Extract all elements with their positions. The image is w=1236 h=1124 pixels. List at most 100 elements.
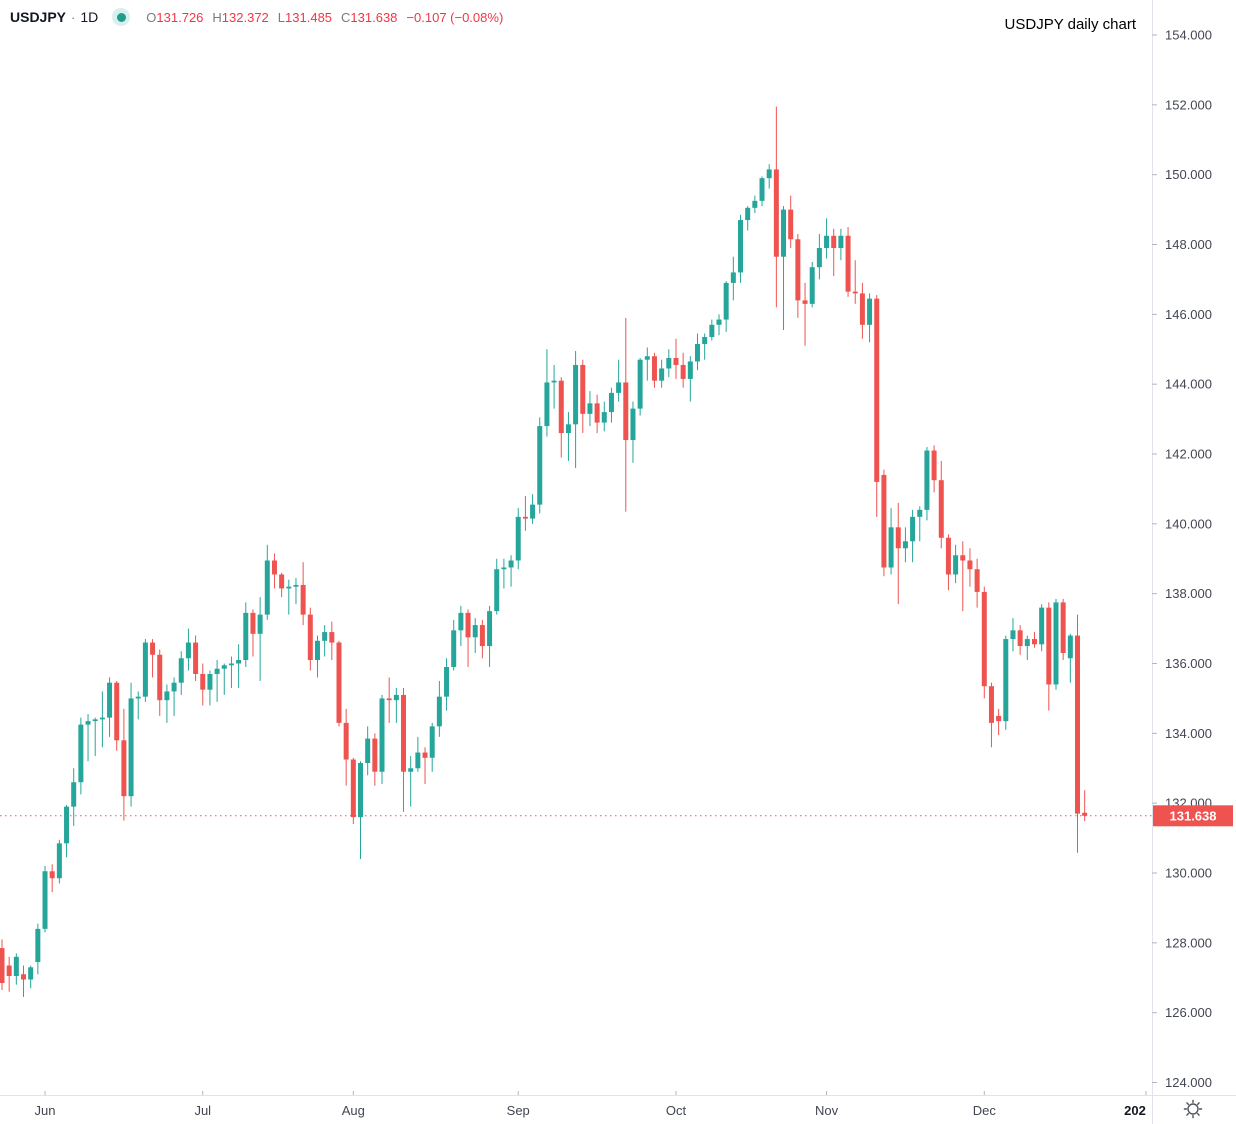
candle <box>501 558 507 589</box>
candle <box>1053 598 1059 690</box>
month-label: Sep <box>507 1103 530 1118</box>
candle <box>680 352 686 388</box>
candle <box>537 417 543 514</box>
candle <box>723 281 729 332</box>
candle <box>293 577 299 605</box>
candle <box>64 804 70 858</box>
price-axis-label: 142.000 <box>1165 447 1212 462</box>
time-axis[interactable]: Jun Jul Aug Sep Oct Nov Dec 202 <box>35 1091 1147 1118</box>
candle-body <box>673 357 679 365</box>
candle-body <box>157 654 163 701</box>
candle <box>938 460 944 549</box>
candle <box>802 282 808 346</box>
candle <box>343 708 349 786</box>
candle <box>508 555 514 587</box>
candle <box>279 572 285 598</box>
candle-body <box>479 625 485 647</box>
candle-body <box>1053 602 1059 685</box>
candle-body <box>200 673 206 690</box>
candle-body <box>537 426 543 505</box>
candlestick-series[interactable] <box>0 106 1088 997</box>
candle <box>745 206 751 231</box>
candle <box>487 605 493 667</box>
price-axis-label: 136.000 <box>1165 656 1212 671</box>
candle-body <box>185 642 191 659</box>
candle-body <box>329 632 335 643</box>
candle-body <box>13 956 19 977</box>
candle <box>845 227 851 297</box>
candle-body <box>551 380 557 383</box>
candle <box>709 319 715 341</box>
candle-body <box>910 516 916 542</box>
candle <box>530 494 536 524</box>
candle-body <box>92 719 98 722</box>
price-axis-label: 152.000 <box>1165 97 1212 112</box>
candle-body <box>221 665 227 669</box>
candle <box>336 640 342 727</box>
symbol-name: USDJPY <box>10 9 67 25</box>
candle <box>781 206 787 331</box>
candle-body <box>716 319 722 325</box>
candle <box>92 717 98 757</box>
candle <box>1067 633 1073 683</box>
candle-body <box>888 527 894 568</box>
candle <box>28 965 34 989</box>
candle-body <box>71 782 77 807</box>
candle <box>824 218 830 259</box>
candle <box>21 965 27 997</box>
candle-body <box>515 516 521 561</box>
candle <box>917 506 923 542</box>
candle <box>587 391 593 427</box>
candle-body <box>257 614 263 634</box>
candle-body <box>228 663 234 666</box>
candle-body <box>236 660 242 664</box>
price-axis-label: 124.000 <box>1165 1075 1212 1090</box>
price-axis-label: 128.000 <box>1165 935 1212 950</box>
candle-body <box>121 740 127 797</box>
candle-body <box>945 537 951 575</box>
candle <box>479 619 485 659</box>
candle-body <box>207 673 213 690</box>
candle <box>178 651 184 695</box>
candle-body <box>587 403 593 414</box>
candle <box>522 495 528 531</box>
candle-body <box>1003 639 1009 722</box>
candle <box>386 677 392 723</box>
timeframe-label: 1D <box>80 9 99 25</box>
candle-body <box>465 612 471 638</box>
candle <box>200 663 206 706</box>
price-axis-label: 148.000 <box>1165 237 1212 252</box>
candle-body <box>917 509 923 517</box>
candle-body <box>558 380 564 434</box>
candle-body <box>644 356 650 360</box>
candle-body <box>974 569 980 592</box>
month-label: Dec <box>973 1103 997 1118</box>
candle-body <box>142 642 148 697</box>
candle-body <box>114 682 120 741</box>
candle-body <box>759 178 765 201</box>
candle-body <box>809 267 815 304</box>
candle-body <box>343 722 349 760</box>
candle-body <box>444 666 450 697</box>
price-axis[interactable]: 154.000 152.000 150.000 148.000 146.000 144.0… <box>1152 28 1212 1091</box>
candle-body <box>487 611 493 647</box>
candle <box>988 682 994 748</box>
candle-body <box>271 560 277 575</box>
candle <box>687 356 693 402</box>
candle-body <box>451 630 457 667</box>
candle <box>13 953 19 985</box>
candle <box>752 195 758 214</box>
high-label: H <box>212 9 222 25</box>
candle <box>580 359 586 434</box>
gear-icon[interactable] <box>1182 1098 1204 1120</box>
price-axis-label: 126.000 <box>1165 1005 1212 1020</box>
legend-separator: · <box>71 9 76 25</box>
candle <box>1082 790 1088 822</box>
candle <box>415 736 421 772</box>
candle <box>207 670 213 706</box>
candle <box>773 106 779 308</box>
candle <box>730 256 736 301</box>
candle <box>393 687 399 723</box>
candle <box>365 726 371 776</box>
